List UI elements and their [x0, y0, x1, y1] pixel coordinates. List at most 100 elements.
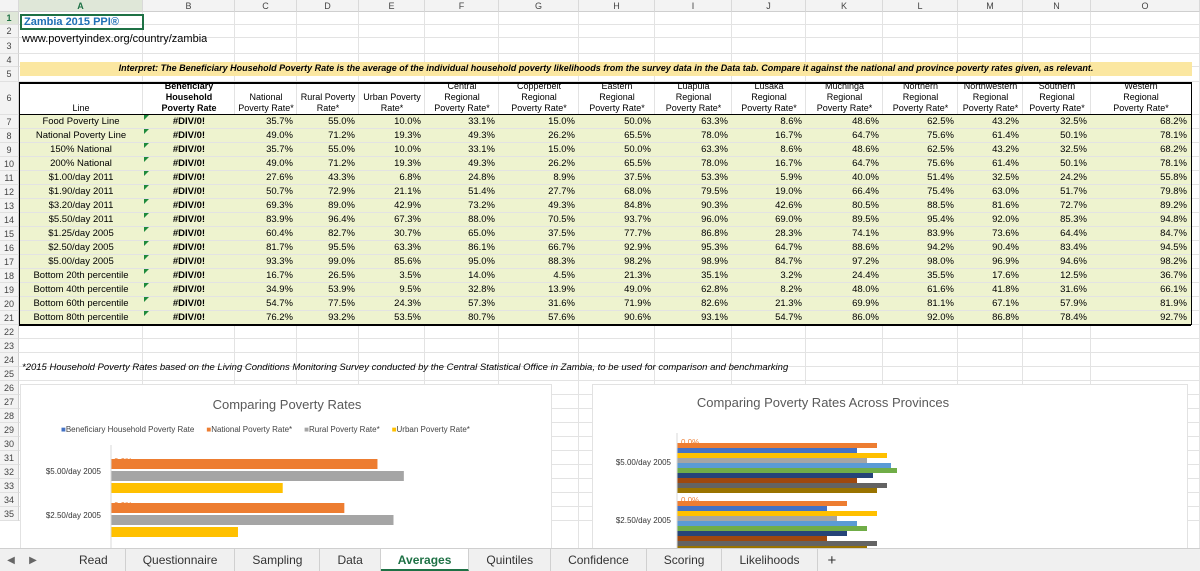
- column-header-n[interactable]: N: [1023, 0, 1091, 12]
- table-cell[interactable]: 66.1%: [1091, 283, 1191, 296]
- formula-error-indicator-icon[interactable]: [144, 185, 149, 190]
- row-header-34[interactable]: 34: [0, 493, 19, 507]
- table-cell[interactable]: 94.6%: [1023, 255, 1091, 268]
- table-cell[interactable]: 78.0%: [655, 129, 732, 142]
- row-header-27[interactable]: 27: [0, 395, 19, 409]
- table-cell[interactable]: 96.9%: [958, 255, 1023, 268]
- formula-error-indicator-icon[interactable]: [144, 297, 149, 302]
- table-cell[interactable]: 24.3%: [359, 297, 425, 310]
- next-sheet-arrow-icon[interactable]: ▶: [29, 554, 37, 566]
- table-cell[interactable]: 15.0%: [499, 143, 579, 156]
- table-cell[interactable]: 8.9%: [499, 171, 579, 184]
- table-row-label[interactable]: $5.00/day 2005: [19, 255, 143, 268]
- table-cell[interactable]: 83.4%: [1023, 241, 1091, 254]
- table-cell[interactable]: 5.9%: [732, 171, 806, 184]
- table-cell[interactable]: 53.3%: [655, 171, 732, 184]
- table-cell[interactable]: 49.3%: [425, 157, 499, 170]
- table-cell[interactable]: 21.3%: [732, 297, 806, 310]
- table-cell[interactable]: #DIV/0!: [143, 241, 235, 254]
- table-cell[interactable]: 94.2%: [883, 241, 958, 254]
- table-cell[interactable]: 35.1%: [655, 269, 732, 282]
- table-cell[interactable]: 64.7%: [806, 157, 883, 170]
- table-cell[interactable]: 32.5%: [1023, 143, 1091, 156]
- table-cell[interactable]: 90.6%: [579, 311, 655, 324]
- table-cell[interactable]: 53.9%: [297, 283, 359, 296]
- row-header-24[interactable]: 24: [0, 353, 19, 367]
- table-cell[interactable]: 81.9%: [1091, 297, 1191, 310]
- table-cell[interactable]: 49.0%: [579, 283, 655, 296]
- table-cell[interactable]: 21.3%: [579, 269, 655, 282]
- table-cell[interactable]: 63.3%: [359, 241, 425, 254]
- table-cell[interactable]: 37.5%: [579, 171, 655, 184]
- table-cell[interactable]: 8.2%: [732, 283, 806, 296]
- table-cell[interactable]: 71.9%: [579, 297, 655, 310]
- table-cell[interactable]: 62.5%: [883, 115, 958, 128]
- table-cell[interactable]: 63.3%: [655, 143, 732, 156]
- table-cell[interactable]: 68.0%: [579, 185, 655, 198]
- table-cell[interactable]: 10.0%: [359, 143, 425, 156]
- table-cell[interactable]: 86.0%: [806, 311, 883, 324]
- table-cell[interactable]: 54.7%: [732, 311, 806, 324]
- table-cell[interactable]: 92.9%: [579, 241, 655, 254]
- row-header-4[interactable]: 4: [0, 54, 19, 67]
- table-cell[interactable]: 60.4%: [235, 227, 297, 240]
- table-cell[interactable]: 96.0%: [655, 213, 732, 226]
- table-cell[interactable]: 97.2%: [806, 255, 883, 268]
- table-cell[interactable]: 93.1%: [655, 311, 732, 324]
- row-header-16[interactable]: 16: [0, 241, 19, 255]
- column-header-f[interactable]: F: [425, 0, 499, 12]
- table-cell[interactable]: 35.7%: [235, 143, 297, 156]
- table-row-label[interactable]: Bottom 80th percentile: [19, 311, 143, 324]
- table-cell[interactable]: 74.1%: [806, 227, 883, 240]
- table-cell[interactable]: #DIV/0!: [143, 129, 235, 142]
- column-header-e[interactable]: E: [359, 0, 425, 12]
- table-cell[interactable]: 63.0%: [958, 185, 1023, 198]
- table-cell[interactable]: 78.1%: [1091, 129, 1191, 142]
- column-header-m[interactable]: M: [958, 0, 1023, 12]
- sheet-tab-likelihoods[interactable]: Likelihoods: [722, 549, 818, 571]
- table-cell[interactable]: 26.2%: [499, 157, 579, 170]
- table-cell[interactable]: 86.1%: [425, 241, 499, 254]
- formula-error-indicator-icon[interactable]: [144, 129, 149, 134]
- table-cell[interactable]: 90.3%: [655, 199, 732, 212]
- table-cell[interactable]: 85.6%: [359, 255, 425, 268]
- sheet-tab-data[interactable]: Data: [320, 549, 381, 571]
- table-row-label[interactable]: 200% National: [19, 157, 143, 170]
- table-cell[interactable]: 62.8%: [655, 283, 732, 296]
- table-cell[interactable]: 68.2%: [1091, 143, 1191, 156]
- table-cell[interactable]: 24.8%: [425, 171, 499, 184]
- row-header-22[interactable]: 22: [0, 325, 19, 339]
- table-cell[interactable]: 82.6%: [655, 297, 732, 310]
- table-cell[interactable]: 19.3%: [359, 129, 425, 142]
- table-cell[interactable]: 88.6%: [806, 241, 883, 254]
- table-cell[interactable]: 68.2%: [1091, 115, 1191, 128]
- table-cell[interactable]: 32.5%: [1023, 115, 1091, 128]
- table-cell[interactable]: 67.1%: [958, 297, 1023, 310]
- table-cell[interactable]: 95.3%: [655, 241, 732, 254]
- table-cell[interactable]: 78.0%: [655, 157, 732, 170]
- table-row-label[interactable]: $5.50/day 2011: [19, 213, 143, 226]
- table-cell[interactable]: 94.5%: [1091, 241, 1191, 254]
- table-cell[interactable]: 96.4%: [297, 213, 359, 226]
- table-cell[interactable]: 33.1%: [425, 143, 499, 156]
- table-cell[interactable]: 70.5%: [499, 213, 579, 226]
- table-cell[interactable]: #DIV/0!: [143, 311, 235, 324]
- table-cell[interactable]: 76.2%: [235, 311, 297, 324]
- table-cell[interactable]: 81.6%: [958, 199, 1023, 212]
- table-cell[interactable]: 57.6%: [499, 311, 579, 324]
- table-cell[interactable]: 9.5%: [359, 283, 425, 296]
- sheet-tab-confidence[interactable]: Confidence: [551, 549, 647, 571]
- table-cell[interactable]: 8.6%: [732, 143, 806, 156]
- table-cell[interactable]: 69.0%: [732, 213, 806, 226]
- row-header-2[interactable]: 2: [0, 25, 19, 38]
- table-cell[interactable]: 71.2%: [297, 157, 359, 170]
- table-cell[interactable]: 6.8%: [359, 171, 425, 184]
- table-cell[interactable]: #DIV/0!: [143, 199, 235, 212]
- row-header-21[interactable]: 21: [0, 311, 19, 325]
- table-cell[interactable]: 93.3%: [235, 255, 297, 268]
- table-cell[interactable]: 67.3%: [359, 213, 425, 226]
- table-cell[interactable]: 78.4%: [1023, 311, 1091, 324]
- table-cell[interactable]: 69.3%: [235, 199, 297, 212]
- table-cell[interactable]: 3.2%: [732, 269, 806, 282]
- formula-error-indicator-icon[interactable]: [144, 227, 149, 232]
